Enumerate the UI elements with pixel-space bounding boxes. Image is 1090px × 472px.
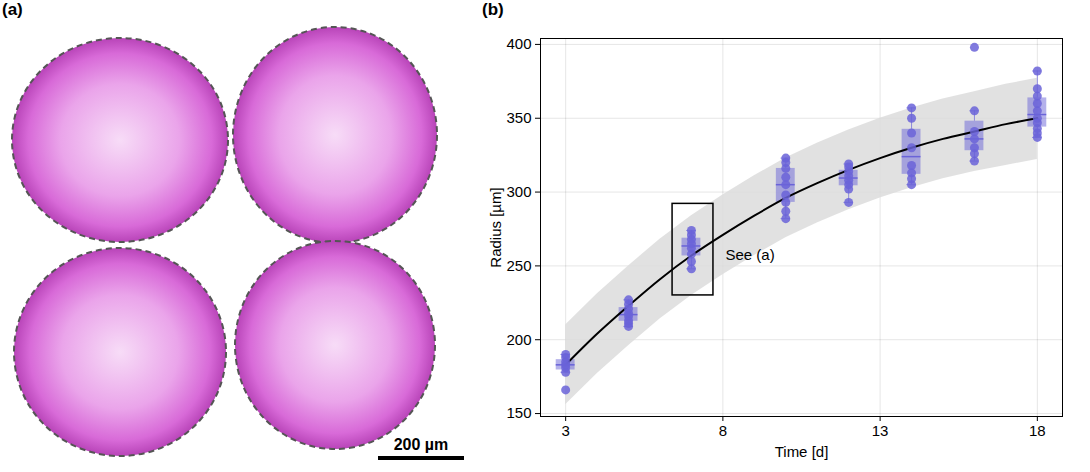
- svg-text:150: 150: [506, 404, 531, 421]
- svg-text:Radius [µm]: Radius [µm]: [487, 187, 504, 267]
- svg-text:Time [d]: Time [d]: [775, 443, 829, 460]
- svg-text:250: 250: [506, 257, 531, 274]
- svg-text:See (a): See (a): [725, 246, 774, 263]
- html-text:(b): (b): [482, 0, 504, 19]
- svg-text:8: 8: [719, 422, 727, 439]
- svg-text:400: 400: [506, 35, 531, 52]
- svg-text:3: 3: [561, 422, 569, 439]
- svg-text:18: 18: [1029, 422, 1046, 439]
- svg-text:200 µm: 200 µm: [394, 436, 449, 453]
- svg-text:200: 200: [506, 331, 531, 348]
- svg-text:300: 300: [506, 183, 531, 200]
- svg-text:13: 13: [872, 422, 889, 439]
- svg-text:350: 350: [506, 109, 531, 126]
- html-text:(a): (a): [2, 0, 23, 19]
